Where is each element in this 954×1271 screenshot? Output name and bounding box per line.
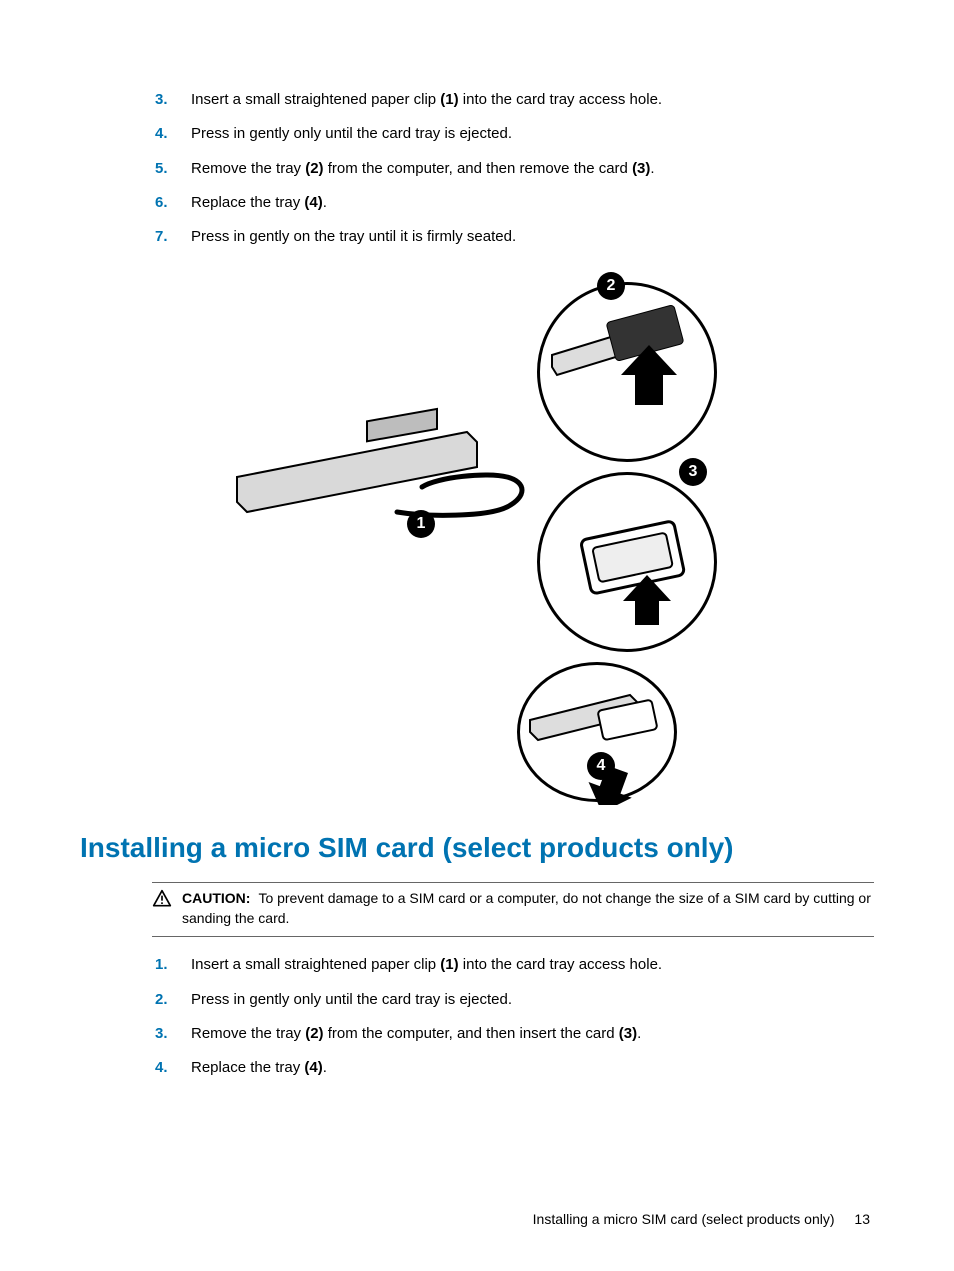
step-item: 6. Replace the tray (4).	[155, 193, 874, 213]
page-footer: Installing a micro SIM card (select prod…	[533, 1211, 870, 1227]
step-number: 7.	[155, 227, 191, 247]
section-heading: Installing a micro SIM card (select prod…	[80, 832, 874, 864]
caution-label: CAUTION:	[182, 890, 250, 906]
step-item: 7. Press in gently on the tray until it …	[155, 227, 874, 247]
step-number: 3.	[155, 90, 191, 110]
step-item: 5. Remove the tray (2) from the computer…	[155, 159, 874, 179]
step-number: 2.	[155, 990, 191, 1010]
inset-top-svg	[540, 285, 720, 465]
step-text: Replace the tray (4).	[191, 1058, 874, 1078]
step-item: 2. Press in gently only until the card t…	[155, 990, 874, 1010]
footer-title: Installing a micro SIM card (select prod…	[533, 1211, 835, 1227]
inset-mid-svg	[540, 475, 720, 655]
step-text: Remove the tray (2) from the computer, a…	[191, 1024, 874, 1044]
diagram-inset-top	[537, 282, 717, 462]
step-item: 1. Insert a small straightened paper cli…	[155, 955, 874, 975]
page: 3. Insert a small straightened paper cli…	[0, 0, 954, 1271]
step-text: Remove the tray (2) from the computer, a…	[191, 159, 874, 179]
diagram-figure: 1 2 3	[227, 272, 727, 802]
step-number: 4.	[155, 1058, 191, 1078]
steps-top-list: 3. Insert a small straightened paper cli…	[155, 90, 874, 247]
caution-icon	[152, 889, 176, 914]
step-text: Press in gently only until the card tray…	[191, 990, 874, 1010]
step-text: Insert a small straightened paper clip (…	[191, 955, 874, 975]
caution-body: To prevent damage to a SIM card or a com…	[182, 890, 871, 926]
diagram-inset-bottom	[517, 662, 677, 802]
inset-bottom-svg	[520, 665, 680, 805]
step-number: 4.	[155, 124, 191, 144]
step-item: 3. Remove the tray (2) from the computer…	[155, 1024, 874, 1044]
step-text: Insert a small straightened paper clip (…	[191, 90, 874, 110]
page-number: 13	[854, 1211, 870, 1227]
diagram-inset-mid	[537, 472, 717, 652]
step-number: 5.	[155, 159, 191, 179]
step-number: 3.	[155, 1024, 191, 1044]
step-number: 1.	[155, 955, 191, 975]
step-item: 4. Replace the tray (4).	[155, 1058, 874, 1078]
step-item: 3. Insert a small straightened paper cli…	[155, 90, 874, 110]
step-text: Press in gently on the tray until it is …	[191, 227, 874, 247]
caution-text: CAUTION:To prevent damage to a SIM card …	[182, 889, 874, 928]
step-text: Press in gently only until the card tray…	[191, 124, 874, 144]
step-text: Replace the tray (4).	[191, 193, 874, 213]
steps-bottom-list: 1. Insert a small straightened paper cli…	[155, 955, 874, 1078]
caution-box: CAUTION:To prevent damage to a SIM card …	[152, 882, 874, 937]
step-number: 6.	[155, 193, 191, 213]
step-item: 4. Press in gently only until the card t…	[155, 124, 874, 144]
